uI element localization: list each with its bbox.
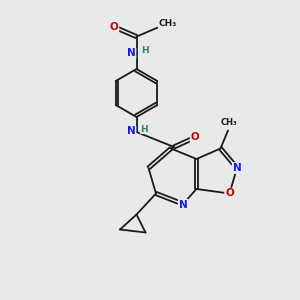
Text: H: H <box>140 124 148 134</box>
Text: CH₃: CH₃ <box>221 118 238 127</box>
Text: O: O <box>190 132 200 142</box>
Text: N: N <box>127 48 136 59</box>
Text: CH₃: CH₃ <box>158 19 176 28</box>
Text: N: N <box>232 163 242 173</box>
Text: O: O <box>225 188 234 199</box>
Text: O: O <box>110 22 118 32</box>
Text: N: N <box>178 200 188 210</box>
Text: H: H <box>141 46 149 55</box>
Text: N: N <box>127 126 136 136</box>
